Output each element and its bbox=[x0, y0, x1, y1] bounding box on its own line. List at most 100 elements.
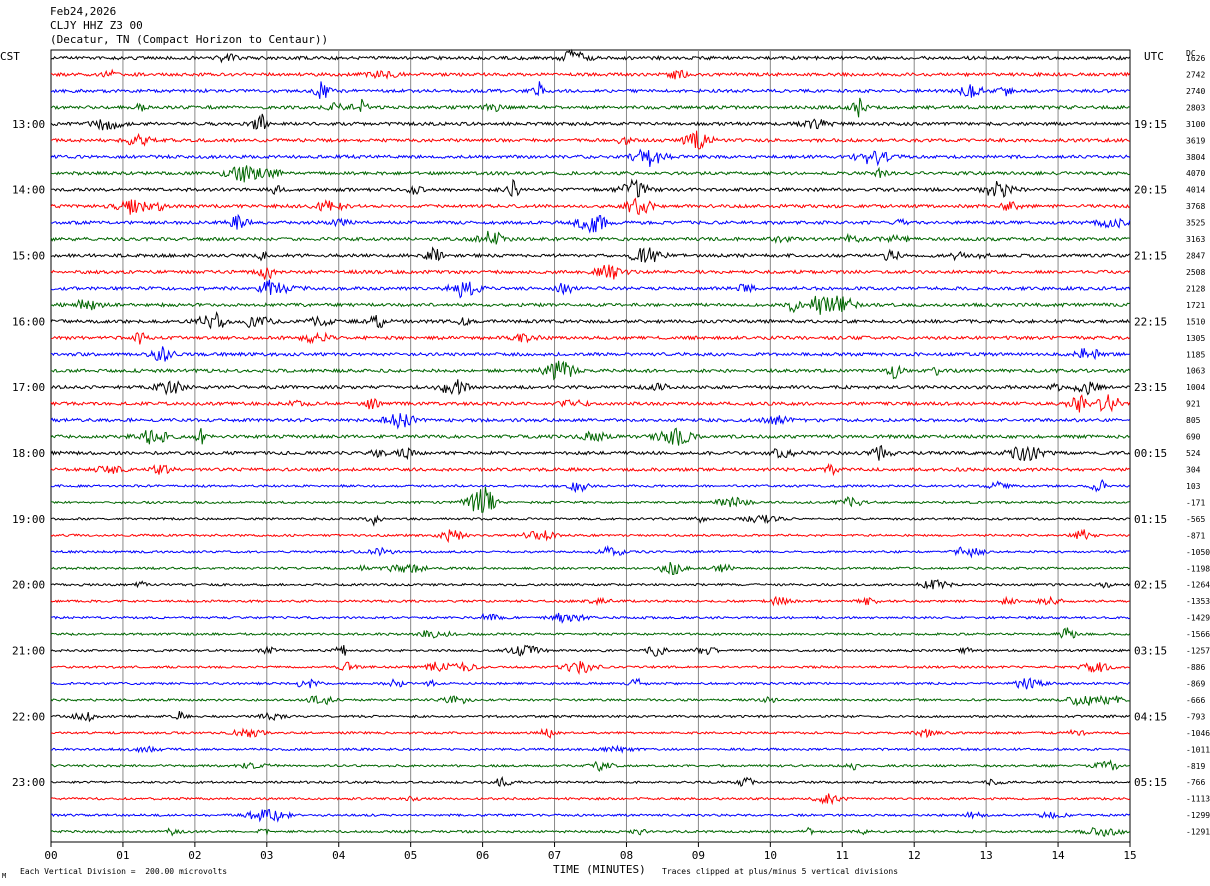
dc-offset-label: -1050 bbox=[1186, 548, 1210, 557]
dc-offset-label: -1011 bbox=[1186, 745, 1210, 754]
dc-offset-label: -1113 bbox=[1186, 795, 1210, 804]
seismic-trace bbox=[50, 612, 1130, 624]
cst-hour-label: 22:00 bbox=[12, 710, 45, 723]
dc-offset-label: 1063 bbox=[1186, 367, 1205, 376]
dc-offset-label: -1198 bbox=[1186, 564, 1210, 573]
dc-offset-label: 3100 bbox=[1186, 120, 1205, 129]
utc-hour-label: 00:15 bbox=[1134, 447, 1167, 460]
dc-offset-label: 2803 bbox=[1186, 103, 1205, 112]
dc-offset-label: 1721 bbox=[1186, 301, 1205, 310]
dc-offset-label: 2128 bbox=[1186, 284, 1205, 293]
seismic-trace bbox=[50, 444, 1131, 462]
dc-offset-label: 1305 bbox=[1186, 334, 1205, 343]
dc-offset-label: 690 bbox=[1186, 433, 1201, 442]
cst-hour-label: 14:00 bbox=[12, 184, 45, 197]
dc-offset-label: -1046 bbox=[1186, 729, 1210, 738]
seismic-trace bbox=[50, 264, 1131, 280]
x-tick-label: 09 bbox=[692, 849, 705, 862]
x-tick-label: 10 bbox=[764, 849, 777, 862]
seismic-trace bbox=[50, 809, 1131, 823]
seismic-trace bbox=[50, 826, 1131, 837]
dc-offset-label: -869 bbox=[1186, 679, 1205, 688]
dc-offset-label: -793 bbox=[1186, 712, 1205, 721]
seismic-trace bbox=[50, 711, 1131, 723]
dc-offset-label: 3619 bbox=[1186, 136, 1205, 145]
dc-offset-label: 103 bbox=[1186, 482, 1201, 491]
dc-offset-label: 3525 bbox=[1186, 219, 1205, 228]
seismic-trace bbox=[50, 97, 1130, 118]
dc-offset-label: 3163 bbox=[1186, 235, 1205, 244]
dc-offset-label: 1626 bbox=[1186, 54, 1205, 63]
left-timezone-label: CST bbox=[0, 50, 20, 63]
seismic-trace bbox=[50, 394, 1131, 413]
utc-hour-label: 19:15 bbox=[1134, 118, 1167, 131]
seismic-trace bbox=[50, 479, 1130, 494]
right-timezone-label: UTC bbox=[1144, 50, 1164, 63]
seismic-trace bbox=[50, 413, 1131, 430]
cst-hour-label: 15:00 bbox=[12, 250, 45, 263]
seismic-trace bbox=[50, 295, 1130, 315]
cst-hour-label: 17:00 bbox=[12, 381, 45, 394]
x-tick-label: 05 bbox=[404, 849, 417, 862]
seismic-trace bbox=[50, 81, 1130, 99]
dc-column-label: DC bbox=[1186, 49, 1196, 58]
utc-hour-label: 22:15 bbox=[1134, 315, 1167, 328]
x-tick-label: 06 bbox=[476, 849, 489, 862]
corner-mark: M bbox=[2, 872, 7, 880]
clip-note: Traces clipped at plus/minus 5 vertical … bbox=[662, 867, 899, 876]
utc-hour-label: 04:15 bbox=[1134, 710, 1167, 723]
seismic-trace bbox=[50, 627, 1131, 639]
cst-hour-label: 21:00 bbox=[12, 645, 45, 658]
seismic-trace bbox=[50, 644, 1131, 657]
dc-offset-label: 2742 bbox=[1186, 70, 1205, 79]
utc-hour-label: 23:15 bbox=[1134, 381, 1167, 394]
seismic-trace bbox=[50, 148, 1131, 167]
x-tick-label: 07 bbox=[548, 849, 561, 862]
dc-offset-label: -1353 bbox=[1186, 597, 1210, 606]
x-axis-title: TIME (MINUTES) bbox=[553, 863, 646, 876]
seismic-trace bbox=[50, 68, 1131, 80]
cst-hour-label: 18:00 bbox=[12, 447, 45, 460]
dc-offset-label: -1429 bbox=[1186, 614, 1210, 623]
dc-offset-label: 1185 bbox=[1186, 350, 1205, 359]
cst-hour-label: 13:00 bbox=[12, 118, 45, 131]
seismic-trace bbox=[50, 246, 1131, 263]
division-note: Each Vertical Division = 200.00 microvol… bbox=[20, 867, 228, 876]
x-tick-label: 15 bbox=[1123, 849, 1136, 862]
station-location: (Decatur, TN (Compact Horizon to Centaur… bbox=[50, 33, 329, 46]
utc-hour-label: 20:15 bbox=[1134, 184, 1167, 197]
seismic-trace bbox=[50, 130, 1131, 150]
seismic-trace bbox=[50, 677, 1130, 690]
dc-offset-label: -1264 bbox=[1186, 581, 1210, 590]
utc-hour-label: 01:15 bbox=[1134, 513, 1167, 526]
seismic-trace bbox=[50, 213, 1131, 234]
dc-offset-label: -666 bbox=[1186, 696, 1205, 705]
utc-hour-label: 21:15 bbox=[1134, 250, 1167, 263]
dc-offset-label: 921 bbox=[1186, 400, 1201, 409]
x-tick-label: 00 bbox=[44, 849, 57, 862]
cst-hour-label: 16:00 bbox=[12, 315, 45, 328]
seismic-trace bbox=[50, 311, 1130, 330]
seismic-trace bbox=[50, 360, 1131, 381]
dc-offset-label: 3804 bbox=[1186, 153, 1205, 162]
seismic-trace bbox=[50, 528, 1130, 544]
x-tick-label: 03 bbox=[260, 849, 273, 862]
station-code: CLJY HHZ Z3 00 bbox=[50, 19, 143, 32]
dc-offset-label: -1257 bbox=[1186, 647, 1210, 656]
seismic-trace bbox=[50, 561, 1130, 576]
cst-hour-label: 20:00 bbox=[12, 579, 45, 592]
seismic-trace bbox=[50, 279, 1131, 299]
seismic-trace bbox=[50, 48, 1131, 64]
seismic-trace bbox=[50, 331, 1131, 345]
utc-hour-label: 02:15 bbox=[1134, 579, 1167, 592]
seismic-trace bbox=[50, 793, 1131, 806]
seismic-trace bbox=[50, 379, 1131, 396]
seismic-trace bbox=[50, 346, 1130, 362]
seismic-trace bbox=[51, 178, 1131, 198]
seismic-trace bbox=[50, 744, 1130, 754]
dc-offset-label: 1510 bbox=[1186, 317, 1205, 326]
dc-offset-label: -871 bbox=[1186, 531, 1205, 540]
x-tick-label: 13 bbox=[980, 849, 993, 862]
seismic-trace bbox=[50, 775, 1131, 788]
seismic-trace bbox=[50, 514, 1130, 527]
